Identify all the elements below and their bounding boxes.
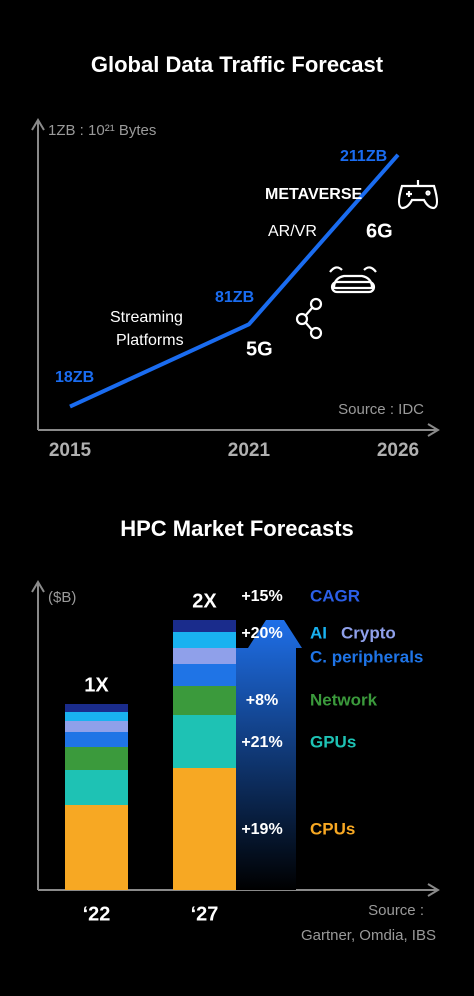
legend-label: GPUs — [310, 732, 356, 751]
bar-segment — [65, 721, 128, 732]
cagr-total: +15% — [241, 588, 282, 605]
bar-label: 2X — [192, 590, 217, 612]
bar-segment — [173, 715, 236, 768]
annotation: AR/VR — [268, 223, 317, 240]
gamepad-icon — [397, 180, 439, 210]
car-icon — [329, 266, 377, 294]
annotation: Platforms — [116, 332, 184, 349]
x-tick-label: 2015 — [49, 440, 92, 461]
legend-label: C. peripherals — [310, 647, 423, 666]
y-axis — [31, 580, 45, 890]
cagr-label: +21% — [241, 734, 282, 751]
chart-title: Global Data Traffic Forecast — [91, 52, 384, 77]
x-tick-label: 2021 — [228, 440, 271, 461]
bar-segment — [173, 620, 236, 632]
cagr-label: +8% — [246, 692, 278, 709]
bar-segment — [173, 768, 236, 890]
x-axis — [38, 423, 440, 437]
bar-segment — [173, 648, 236, 664]
bar-segment — [65, 770, 128, 805]
annotation: Streaming — [110, 309, 183, 326]
legend-label: AI — [310, 623, 327, 642]
cagr-arrow — [236, 620, 302, 890]
source: Gartner, Omdia, IBS — [301, 927, 436, 944]
data-label: 211ZB — [340, 148, 387, 165]
bar-label: 1X — [84, 674, 109, 696]
data-label: 18ZB — [55, 369, 94, 386]
cagr-title: CAGR — [310, 586, 360, 605]
annotation: 5G — [246, 338, 273, 360]
legend-label: CPUs — [310, 819, 355, 838]
annotation: 6G — [366, 220, 393, 242]
legend-label: Crypto — [341, 623, 396, 642]
x-tick-label: ‘22 — [83, 903, 111, 925]
x-tick-label: 2026 — [377, 440, 419, 461]
bar-segment — [65, 712, 128, 721]
chart-title: HPC Market Forecasts — [120, 516, 354, 541]
y-axis-label: 1ZB : 10²¹ Bytes — [48, 122, 156, 139]
bar-segment — [173, 632, 236, 648]
y-axis-label: ($B) — [48, 589, 76, 606]
cagr-label: +20% — [241, 625, 282, 642]
cagr-label: +19% — [241, 821, 282, 838]
bar-segment — [173, 686, 236, 715]
bar-segment — [173, 664, 236, 686]
bar-segment — [65, 704, 128, 712]
share-icon — [295, 297, 323, 340]
source: Source : — [368, 902, 424, 919]
legend-label: Network — [310, 690, 378, 709]
data-label: 81ZB — [215, 289, 254, 306]
y-axis — [31, 118, 45, 430]
bar-segment — [65, 732, 128, 747]
source: Source : IDC — [338, 401, 424, 418]
bar-segment — [65, 747, 128, 770]
traffic-line — [69, 153, 400, 409]
x-tick-label: ‘27 — [191, 903, 219, 925]
annotation: METAVERSE — [265, 186, 363, 203]
bar-segment — [65, 805, 128, 890]
